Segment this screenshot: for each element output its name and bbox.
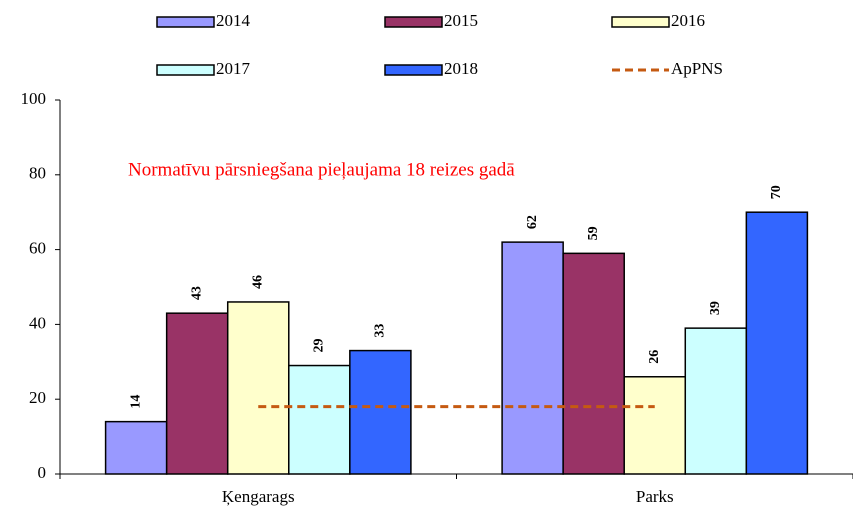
legend-label: 2018 <box>444 59 478 78</box>
bar <box>288 364 351 475</box>
y-tick-label: 80 <box>29 164 46 183</box>
legend-swatch <box>156 64 215 76</box>
data-label: 62 <box>525 215 540 229</box>
data-label: 46 <box>250 275 265 289</box>
data-label: 39 <box>708 301 723 315</box>
bar <box>684 327 748 475</box>
bar <box>501 241 564 475</box>
legend-swatch <box>384 64 443 76</box>
legend-label: 2015 <box>444 11 478 30</box>
bar <box>226 301 290 475</box>
y-tick-label: 0 <box>38 463 47 482</box>
data-label: 59 <box>586 226 601 240</box>
bar <box>623 376 687 475</box>
legend-swatch <box>156 16 215 28</box>
y-tick-label: 60 <box>29 239 46 258</box>
legend-swatch <box>611 16 670 28</box>
x-tick-label: Parks <box>636 487 674 506</box>
bar <box>349 349 412 475</box>
y-tick-label: 40 <box>29 313 46 332</box>
data-label: 29 <box>312 339 327 353</box>
x-tick-label: Ķengarags <box>222 487 295 506</box>
bar <box>745 211 809 475</box>
annotation: Normatīvu pārsniegšana pieļaujama 18 rei… <box>128 159 515 180</box>
y-tick-label: 20 <box>29 388 46 407</box>
bar <box>165 312 229 475</box>
bar <box>562 252 625 475</box>
data-label: 43 <box>189 286 204 300</box>
y-tick-label: 100 <box>21 89 47 108</box>
legend-label: ApPNS <box>671 59 723 78</box>
data-label: 26 <box>647 350 662 364</box>
legend-label: 2017 <box>216 59 251 78</box>
data-label: 70 <box>769 185 784 199</box>
legend-swatch <box>384 16 443 28</box>
data-label: 33 <box>373 324 388 338</box>
legend-label: 2016 <box>671 11 705 30</box>
bar <box>104 420 168 475</box>
legend-label: 2014 <box>216 11 251 30</box>
data-label: 14 <box>128 395 143 409</box>
